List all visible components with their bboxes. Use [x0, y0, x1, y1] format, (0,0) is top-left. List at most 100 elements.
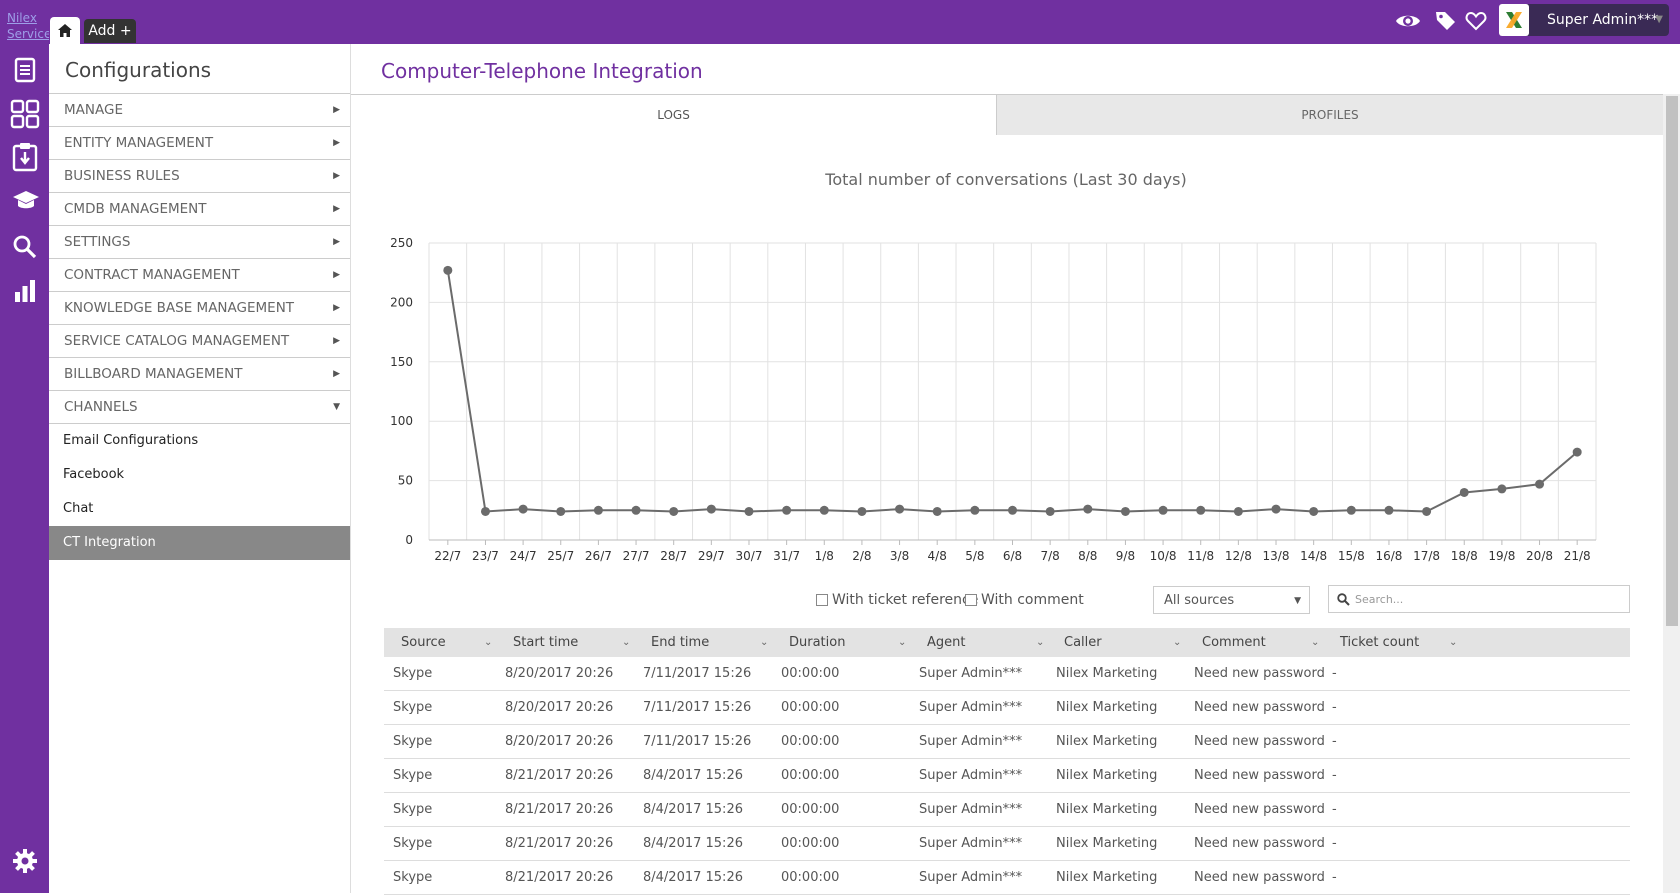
data-point	[1271, 504, 1281, 514]
column-header[interactable]: Start time	[513, 635, 579, 650]
home-tab[interactable]	[50, 17, 80, 44]
table-cell: Super Admin***	[919, 666, 1023, 681]
table-row[interactable]: Skype 8/21/2017 20:26 8/4/2017 15:26 00:00:…	[384, 759, 1630, 793]
table-cell: Nilex Marketing	[1056, 870, 1158, 885]
with-ticket-reference-checkbox[interactable]: With ticket reference	[816, 592, 978, 608]
channel-subitem-1[interactable]: Facebook	[63, 467, 125, 482]
column-header[interactable]: Caller	[1064, 635, 1102, 650]
x-tick-label: 2/8	[852, 549, 871, 563]
icon-rail	[0, 44, 49, 893]
gear-icon[interactable]	[12, 848, 38, 874]
tab-profiles[interactable]: PROFILES	[996, 95, 1663, 135]
search-icon[interactable]	[12, 234, 38, 260]
column-menu-chevron-icon[interactable]: ⌄	[1311, 637, 1320, 648]
channel-subitem-2[interactable]: Chat	[63, 501, 94, 516]
table-cell: 00:00:00	[781, 870, 840, 885]
table-cell: -	[1332, 802, 1337, 817]
table-cell: Super Admin***	[919, 768, 1023, 783]
sidebar-item-0[interactable]: MANAGE ▶	[49, 94, 350, 127]
x-tick-label: 20/8	[1526, 549, 1553, 563]
table-cell: Need new password	[1194, 700, 1325, 715]
channel-subitem-3[interactable]: CT Integration	[49, 526, 350, 560]
tag-icon[interactable]	[1435, 10, 1457, 32]
document-icon[interactable]	[12, 57, 38, 83]
sidebar-item-4[interactable]: SETTINGS ▶	[49, 226, 350, 259]
sidebar-item-5[interactable]: CONTRACT MANAGEMENT ▶	[49, 259, 350, 292]
user-menu[interactable]: Super Admin*** ▼	[1499, 4, 1669, 36]
column-header[interactable]: End time	[651, 635, 710, 650]
y-tick-label: 100	[390, 414, 413, 428]
table-cell: 7/11/2017 15:26	[643, 666, 752, 681]
sidebar-item-7[interactable]: SERVICE CATALOG MANAGEMENT ▶	[49, 325, 350, 358]
sidebar-item-3[interactable]: CMDB MANAGEMENT ▶	[49, 193, 350, 226]
column-header[interactable]: Agent	[927, 635, 966, 650]
eye-icon[interactable]	[1395, 10, 1421, 32]
y-tick-label: 150	[390, 355, 413, 369]
clipboard-icon[interactable]	[12, 142, 38, 172]
column-menu-chevron-icon[interactable]: ⌄	[1036, 637, 1045, 648]
data-point	[1459, 487, 1469, 497]
checkbox-box[interactable]	[816, 594, 828, 606]
data-point	[593, 505, 603, 515]
x-tick-label: 14/8	[1300, 549, 1327, 563]
table-row[interactable]: Skype 8/21/2017 20:26 8/4/2017 15:26 00:00:…	[384, 861, 1630, 895]
tab-logs[interactable]: LOGS	[351, 95, 996, 135]
sidebar-item-8[interactable]: BILLBOARD MANAGEMENT ▶	[49, 358, 350, 391]
checkbox-box[interactable]	[965, 594, 977, 606]
column-menu-chevron-icon[interactable]: ⌄	[484, 637, 493, 648]
heart-icon[interactable]	[1465, 10, 1487, 32]
column-header[interactable]: Source	[401, 635, 446, 650]
table-cell: Super Admin***	[919, 870, 1023, 885]
sidebar-item-2[interactable]: BUSINESS RULES ▶	[49, 160, 350, 193]
table-cell: 8/4/2017 15:26	[643, 870, 743, 885]
sidebar-item-9[interactable]: CHANNELS ▼	[49, 391, 350, 424]
graduation-cap-icon[interactable]	[12, 188, 40, 214]
sidebar-item-label: ENTITY MANAGEMENT	[64, 135, 214, 151]
column-menu-chevron-icon[interactable]: ⌄	[898, 637, 907, 648]
add-button[interactable]: Add +	[84, 19, 136, 43]
data-point	[1346, 505, 1356, 515]
scrollbar-thumb[interactable]	[1666, 96, 1678, 626]
table-row[interactable]: Skype 8/20/2017 20:26 7/11/2017 15:26 00:00…	[384, 657, 1630, 691]
column-menu-chevron-icon[interactable]: ⌄	[622, 637, 631, 648]
table-cell: -	[1332, 734, 1337, 749]
data-point	[1309, 506, 1319, 516]
table-row[interactable]: Skype 8/21/2017 20:26 8/4/2017 15:26 00:00:…	[384, 827, 1630, 861]
table-row[interactable]: Skype 8/20/2017 20:26 7/11/2017 15:26 00:00…	[384, 725, 1630, 759]
sidebar-item-label: MANAGE	[64, 102, 123, 118]
data-point	[1120, 506, 1130, 516]
data-point	[480, 506, 490, 516]
column-header[interactable]: Comment	[1202, 635, 1266, 650]
sidebar-item-label: CMDB MANAGEMENT	[64, 201, 207, 217]
channel-subitem-0[interactable]: Email Configurations	[63, 433, 199, 448]
table-row[interactable]: Skype 8/21/2017 20:26 8/4/2017 15:26 00:00:…	[384, 793, 1630, 827]
x-tick-label: 26/7	[585, 549, 612, 563]
table-cell: -	[1332, 870, 1337, 885]
x-tick-label: 7/8	[1040, 549, 1059, 563]
column-header[interactable]: Ticket count	[1340, 635, 1420, 650]
bar-chart-icon[interactable]	[12, 278, 38, 304]
sidebar-item-6[interactable]: KNOWLEDGE BASE MANAGEMENT ▶	[49, 292, 350, 325]
column-menu-chevron-icon[interactable]: ⌄	[1173, 637, 1182, 648]
data-point	[556, 506, 566, 516]
column-menu-chevron-icon[interactable]: ⌄	[1449, 637, 1458, 648]
conversations-line-chart: 0 50 100 150 200 250 22/7 23/7 24/7 25/7 26/7 27/7 2…	[390, 236, 1597, 563]
data-point	[1196, 505, 1206, 515]
column-header[interactable]: Duration	[789, 635, 846, 650]
column-menu-chevron-icon[interactable]: ⌄	[760, 637, 769, 648]
data-point	[970, 505, 980, 515]
data-point	[631, 505, 641, 515]
table-cell: 8/4/2017 15:26	[643, 802, 743, 817]
table-cell: 8/21/2017 20:26	[505, 870, 614, 885]
with-comment-checkbox[interactable]: With comment	[965, 592, 1084, 608]
source-select[interactable]: All sources ▼	[1153, 586, 1310, 614]
table-cell: 00:00:00	[781, 836, 840, 851]
brand-link[interactable]: Nilex Service	[7, 11, 49, 41]
sidebar-item-1[interactable]: ENTITY MANAGEMENT ▶	[49, 127, 350, 160]
dashboard-icon[interactable]	[10, 99, 40, 129]
search-box[interactable]	[1328, 585, 1630, 613]
configurations-sidebar: Configurations MANAGE ▶ ENTITY MANAGEMENT ▶…	[49, 44, 351, 893]
table-row[interactable]: Skype 8/20/2017 20:26 7/11/2017 15:26 00:00…	[384, 691, 1630, 725]
sidebar-item-label: CONTRACT MANAGEMENT	[64, 267, 240, 283]
search-input[interactable]	[1355, 590, 1620, 608]
